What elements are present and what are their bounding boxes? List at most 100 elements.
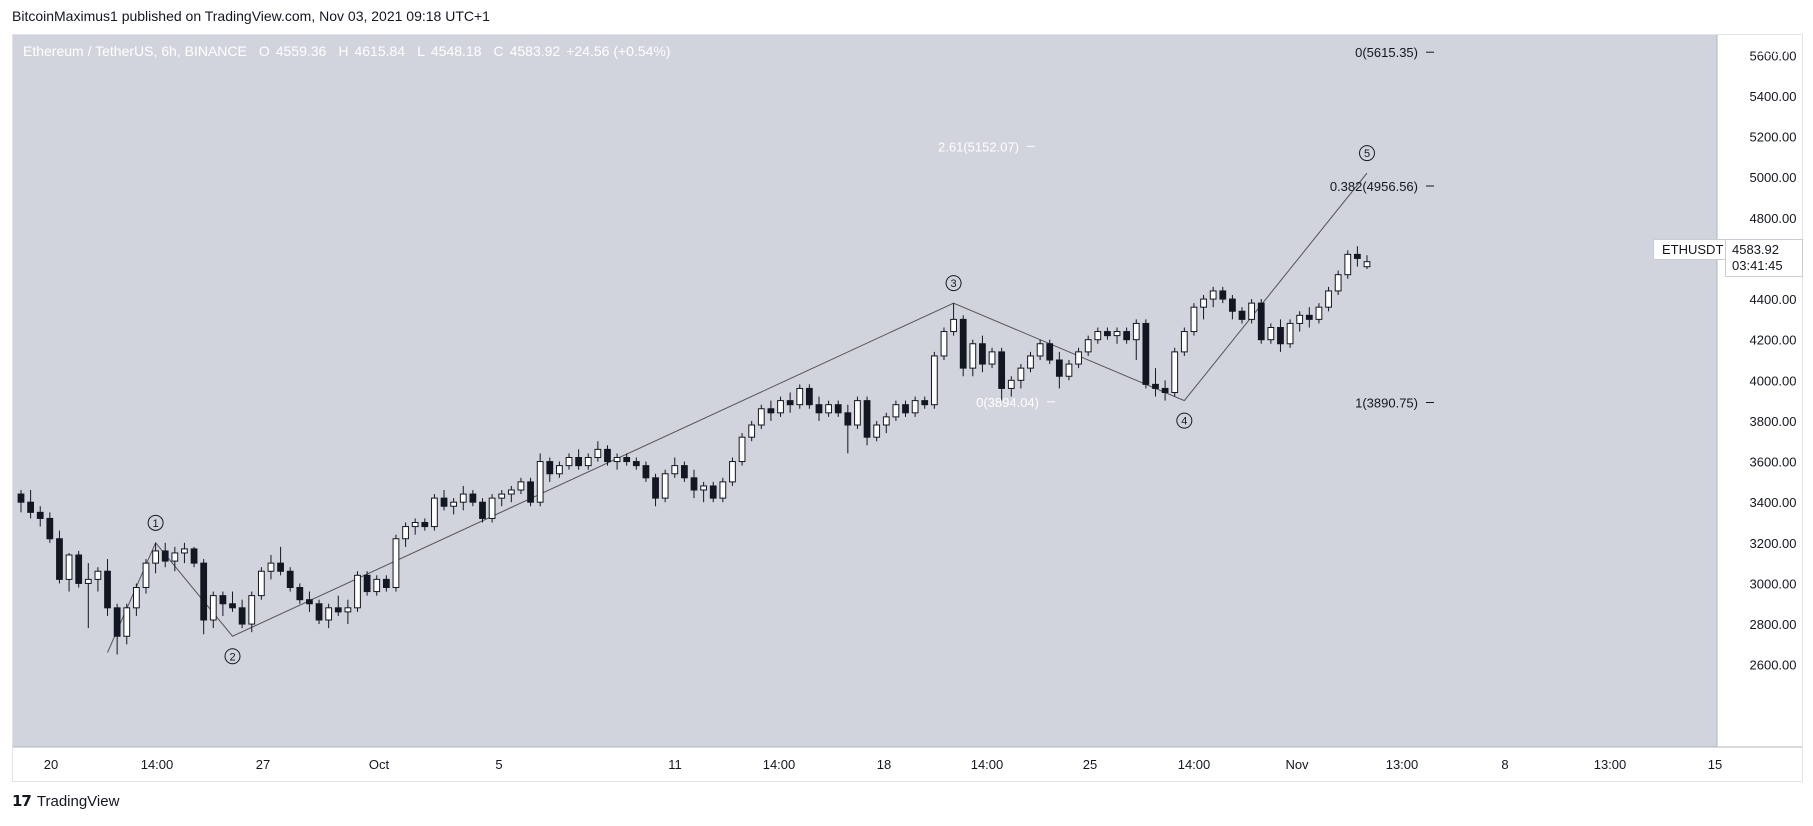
- time-tick-label: 11: [668, 757, 682, 772]
- candle-body: [277, 562, 284, 572]
- candle-body: [969, 343, 977, 369]
- candle-body: [1219, 290, 1227, 300]
- price-tick-label: 2800.00: [1750, 617, 1797, 632]
- fib-level-label: 0(5615.35): [1355, 45, 1418, 60]
- candle-body: [1344, 253, 1352, 276]
- candle-body: [450, 501, 458, 507]
- price-chart[interactable]: 1 2 3 4 5 0(5615.35) 2.61(5152.07) 0.382(4956.…: [13, 35, 1802, 781]
- time-tick-label: 15: [1708, 757, 1722, 772]
- candle-body: [209, 595, 217, 621]
- candle-body: [1354, 253, 1361, 259]
- candle-body: [882, 416, 890, 426]
- candle-body: [286, 570, 294, 588]
- time-tick-label: Nov: [1285, 757, 1309, 772]
- candle-body: [75, 554, 83, 584]
- candle-body: [488, 497, 496, 519]
- candle-body: [65, 554, 73, 580]
- candle-body: [1296, 314, 1304, 324]
- candle-body: [267, 562, 275, 572]
- candle-body: [950, 318, 957, 333]
- chart-frame[interactable]: 1 2 3 4 5 0(5615.35) 2.61(5152.07) 0.382(4956.…: [12, 34, 1803, 782]
- candle-body: [959, 318, 967, 369]
- candle-body: [1248, 302, 1256, 320]
- price-tick-label: 3200.00: [1750, 536, 1797, 551]
- time-axis[interactable]: 20 14:00 27 Oct 5 11 14:00 18 14:00 25 14:00 Nov 13:…: [44, 757, 1722, 772]
- candle-body: [1257, 302, 1265, 341]
- candle-body: [1209, 290, 1217, 300]
- candle-body: [1325, 290, 1332, 308]
- price-tick-label: 5000.00: [1750, 170, 1797, 185]
- price-tick-label: 3800.00: [1750, 414, 1797, 429]
- candle-body: [536, 461, 544, 503]
- candle-body: [594, 448, 602, 458]
- candle-body: [998, 351, 1006, 389]
- candle-body: [1046, 343, 1054, 361]
- candle-body: [873, 424, 881, 438]
- candle-body: [642, 465, 650, 479]
- time-tick-label: 27: [256, 757, 270, 772]
- candle-body: [911, 400, 919, 414]
- candle-body: [200, 562, 208, 621]
- candle-body: [988, 351, 996, 365]
- candle-body: [1104, 331, 1111, 337]
- candle-body: [863, 400, 871, 438]
- candle-body: [700, 485, 707, 491]
- price-tick-label: 2600.00: [1750, 658, 1797, 673]
- wave-label-text: 2: [229, 651, 235, 663]
- wave-line: [107, 172, 1368, 653]
- candle-body: [161, 550, 169, 562]
- candle-body: [709, 485, 717, 499]
- candle-body: [1334, 274, 1342, 292]
- candle-body: [623, 457, 631, 463]
- candles: [17, 246, 1371, 655]
- change-value: +24.56 (+0.54%): [566, 43, 671, 59]
- candle-body: [796, 387, 804, 406]
- candle-body: [632, 461, 640, 467]
- candle-body: [777, 400, 784, 414]
- price-tick-label: 5400.00: [1750, 89, 1797, 104]
- candle-body: [815, 404, 823, 414]
- candle-body: [354, 574, 361, 609]
- tradingview-logo-icon: 17: [12, 792, 32, 810]
- candle-body: [132, 587, 140, 609]
- wave-label-text: 3: [951, 278, 957, 290]
- price-tick-label: 3000.00: [1750, 576, 1797, 591]
- candle-body: [1315, 306, 1323, 320]
- candle-body: [1084, 339, 1092, 353]
- price-tick-label: 5200.00: [1750, 130, 1797, 145]
- candle-body: [902, 404, 909, 414]
- price-axis[interactable]: 5600.00 5400.00 5200.00 5000.00 4800.00 4400.…: [1750, 48, 1797, 672]
- close-key: C: [493, 43, 504, 59]
- candle-body: [421, 522, 429, 528]
- symbol-title[interactable]: Ethereum / TetherUS, 6h, BINANCE: [23, 43, 247, 59]
- candle-body: [565, 457, 573, 467]
- candle-body: [1363, 261, 1371, 268]
- wave-label-circle: [147, 514, 164, 531]
- candle-body: [1075, 351, 1082, 365]
- candle-body: [652, 477, 659, 499]
- last-price-symbol-tag: ETHUSDT: [1653, 239, 1733, 260]
- candle-body: [36, 511, 44, 519]
- candle-body: [238, 607, 246, 625]
- candle-body: [229, 603, 236, 609]
- candle-body: [767, 408, 775, 414]
- candle-body: [844, 412, 852, 426]
- candle-body: [142, 562, 150, 588]
- candle-body: [1305, 314, 1313, 320]
- candle-body: [1171, 351, 1179, 393]
- close-value: 4583.92: [509, 43, 561, 59]
- candle-body: [546, 461, 554, 475]
- candle-body: [440, 497, 448, 507]
- candle-body: [296, 587, 304, 601]
- time-tick-label: 5: [495, 757, 502, 772]
- time-tick-label: 14:00: [1178, 757, 1211, 772]
- price-tick-label: 4400.00: [1750, 292, 1797, 307]
- tradingview-footer[interactable]: 17 TradingView: [12, 792, 119, 810]
- candle-body: [190, 548, 198, 564]
- candle-body: [1132, 322, 1140, 341]
- wave-label-circle: [945, 275, 962, 292]
- candle-body: [661, 473, 669, 499]
- wave-labels: 1 2 3 4 5: [147, 145, 1375, 665]
- plot-area[interactable]: [13, 35, 1717, 747]
- candle-body: [459, 493, 467, 503]
